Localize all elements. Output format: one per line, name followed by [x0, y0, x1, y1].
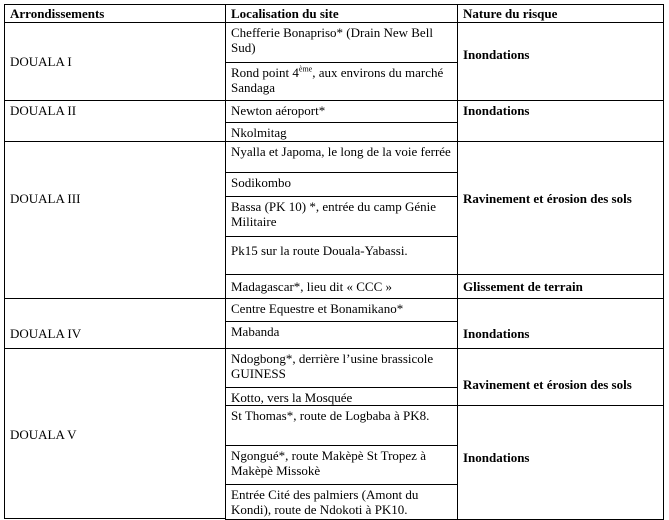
arr-cell: DOUALA V	[4, 348, 226, 519]
loc-cell: Madagascar*, lieu dit « CCC »	[225, 274, 458, 299]
loc-cell: Mabanda	[225, 321, 458, 349]
loc-cell: Nkolmitag	[225, 122, 458, 142]
risk-cell: Inondations	[457, 405, 664, 520]
header-localisation: Localisation du site	[225, 4, 458, 23]
header-arrondissements: Arrondissements	[4, 4, 226, 23]
arr-cell: DOUALA IV	[4, 298, 226, 349]
risk-cell: Ravinement et érosion des sols	[457, 348, 664, 406]
loc-cell: St Thomas*, route de Logbaba à PK8.	[225, 405, 458, 446]
header-nature-risque: Nature du risque	[457, 4, 664, 23]
loc-cell: Entrée Cité des palmiers (Amont du Kondi…	[225, 484, 458, 520]
arr-cell: DOUALA III	[4, 141, 226, 299]
loc-cell: Nyalla et Japoma, le long de la voie fer…	[225, 141, 458, 173]
loc-cell: Rond point 4ème, aux environs du marché …	[225, 62, 458, 101]
risk-cell: Inondations	[457, 100, 664, 142]
loc-cell: Ngongué*, route Makèpè St Tropez à Makèp…	[225, 445, 458, 485]
loc-rond-point: Rond point 4ème, aux environs du marché …	[231, 64, 444, 95]
loc-cell: Chefferie Bonapriso* (Drain New Bell Sud…	[225, 22, 458, 63]
arr-cell: DOUALA I	[4, 22, 226, 101]
loc-cell: Kotto, vers la Mosquée	[225, 387, 458, 406]
risk-cell: Glissement de terrain	[457, 274, 664, 299]
risk-cell: Inondations	[457, 298, 664, 349]
loc-cell: Pk15 sur la route Douala-Yabassi.	[225, 236, 458, 275]
loc-cell: Bassa (PK 10) *, entrée du camp Génie Mi…	[225, 196, 458, 237]
loc-cell: Newton aéroport*	[225, 100, 458, 123]
loc-cell: Sodikombo	[225, 172, 458, 197]
risk-cell: Inondations	[457, 22, 664, 101]
risk-cell: Ravinement et érosion des sols	[457, 141, 664, 275]
loc-cell: Centre Equestre et Bonamikano*	[225, 298, 458, 322]
arr-cell: DOUALA II	[4, 100, 226, 142]
loc-cell: Ndogbong*, derrière l’usine brassicole G…	[225, 348, 458, 388]
